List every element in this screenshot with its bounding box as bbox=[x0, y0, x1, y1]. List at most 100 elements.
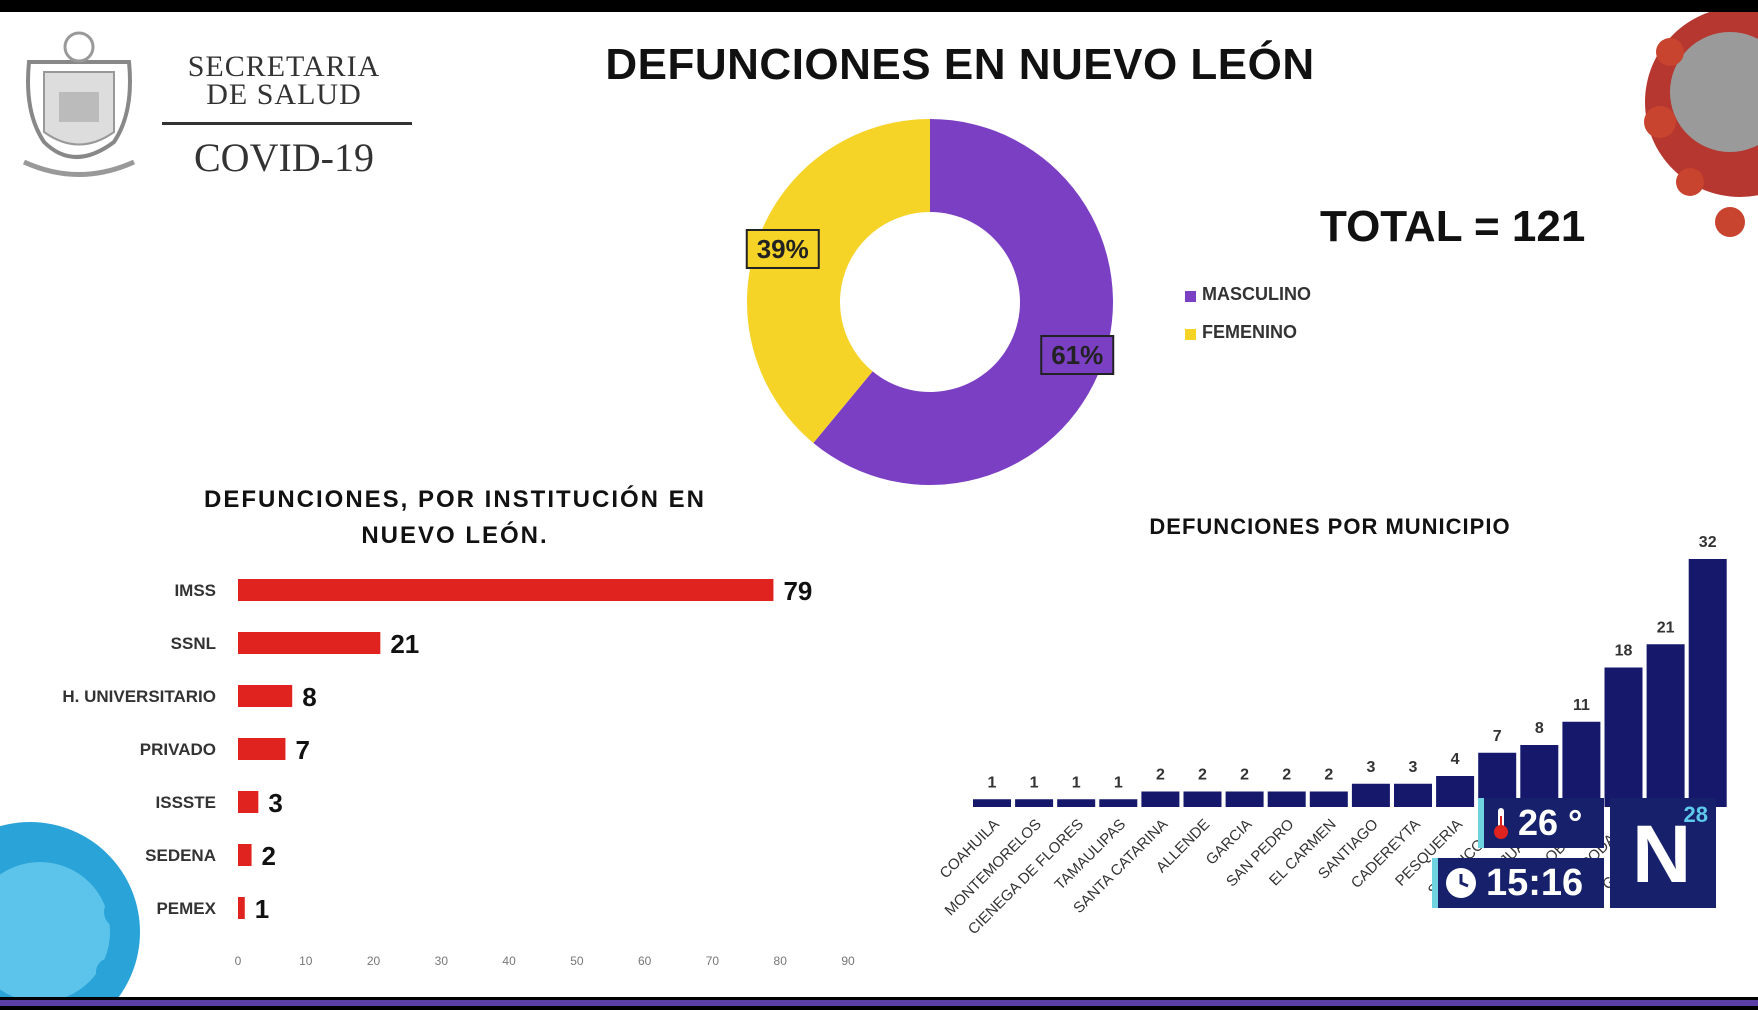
municipio-bar bbox=[973, 799, 1011, 807]
institution-bar bbox=[238, 844, 252, 866]
institution-label: SEDENA bbox=[145, 846, 216, 865]
donut-label-masculino: 61% bbox=[1051, 340, 1103, 370]
slide: SECRETARIA DE SALUD COVID-19 DEFUNCIONES… bbox=[0, 12, 1758, 997]
municipio-value-label: 11 bbox=[1573, 697, 1590, 714]
logo-divider bbox=[162, 122, 412, 125]
org-name-line3: COVID-19 bbox=[194, 135, 374, 180]
channel-logo: 28 N bbox=[1610, 798, 1716, 908]
donut-label-box-masculino bbox=[1040, 335, 1115, 376]
municipio-category-label: SANTA CATARINA bbox=[1070, 816, 1171, 917]
x-tick-label: 50 bbox=[570, 954, 584, 968]
temperature-readout: 26 ° bbox=[1518, 802, 1583, 843]
institution-bar bbox=[238, 579, 774, 601]
legend-label-masculino: MASCULINO bbox=[1202, 284, 1311, 304]
municipio-value-label: 1 bbox=[1072, 774, 1081, 791]
donut-slice-femenino bbox=[746, 119, 930, 444]
institution-bar bbox=[238, 738, 286, 760]
municipio-value-label: 2 bbox=[1240, 767, 1249, 784]
municipio-bar bbox=[1646, 644, 1685, 807]
org-name-line1: SECRETARIA bbox=[187, 50, 381, 83]
x-tick-label: 70 bbox=[706, 954, 720, 968]
donut-legend: MASCULINO FEMENINO bbox=[1185, 284, 1385, 354]
institution-value-label: 1 bbox=[255, 894, 269, 924]
legend-label-femenino: FEMENINO bbox=[1202, 322, 1298, 342]
institution-label: H. UNIVERSITARIO bbox=[62, 687, 216, 706]
municipio-value-label: 1 bbox=[988, 774, 997, 791]
institution-bar bbox=[238, 685, 293, 707]
total-label: TOTAL = 121 bbox=[1320, 202, 1586, 251]
clock-widget: 15:16 bbox=[1432, 858, 1604, 908]
x-tick-label: 0 bbox=[235, 954, 242, 968]
donut-label-femenino: 39% bbox=[757, 234, 809, 264]
municipio-bar bbox=[1141, 791, 1180, 807]
municipio-category-label: MONTEMORELOS bbox=[942, 816, 1045, 919]
institution-bar bbox=[238, 632, 381, 654]
logo: SECRETARIA DE SALUD COVID-19 bbox=[14, 22, 414, 192]
state-seal-icon bbox=[22, 31, 136, 177]
municipio-category-label: SAN PEDRO bbox=[1223, 816, 1298, 891]
municipio-category-label: CIENEGA DE FLORES bbox=[965, 816, 1087, 938]
municipio-bar bbox=[1267, 791, 1306, 807]
municipio-value-label: 2 bbox=[1282, 767, 1291, 784]
municipio-value-label: 2 bbox=[1198, 767, 1207, 784]
municipio-bar bbox=[1015, 799, 1054, 807]
municipio-category-label: COAHUILA bbox=[937, 816, 1003, 882]
main-title: DEFUNCIONES EN NUEVO LEÓN bbox=[605, 40, 1315, 89]
legend-swatch-femenino bbox=[1185, 329, 1196, 340]
virus-decoration-top-right bbox=[1644, 12, 1758, 237]
municipio-category-label: EL CARMEN bbox=[1266, 816, 1340, 890]
x-tick-label: 10 bbox=[299, 954, 313, 968]
municipio-bar bbox=[1099, 799, 1138, 807]
donut-label-box-femenino bbox=[745, 228, 820, 269]
municipio-chart-title: DEFUNCIONES POR MUNICIPIO bbox=[1149, 514, 1511, 539]
municipio-value-label: 2 bbox=[1324, 767, 1333, 784]
virus-decoration-bottom-left bbox=[0, 822, 140, 997]
municipio-bar bbox=[1604, 667, 1643, 807]
municipio-bar bbox=[1183, 791, 1222, 807]
municipio-category-label: ALLENDE bbox=[1153, 816, 1213, 876]
x-tick-label: 90 bbox=[841, 954, 855, 968]
x-tick-label: 40 bbox=[502, 954, 516, 968]
institution-value-label: 21 bbox=[390, 629, 419, 659]
thermometer-icon bbox=[1490, 806, 1512, 840]
municipio-category-label: TAMAULIPAS bbox=[1051, 816, 1129, 894]
institution-label: SSNL bbox=[171, 634, 216, 653]
institution-label: ISSSTE bbox=[156, 793, 216, 812]
municipio-value-label: 1 bbox=[1030, 774, 1039, 791]
institution-chart-title: DEFUNCIONES, POR INSTITUCIÓN EN NUEVO LE… bbox=[203, 486, 707, 549]
municipio-value-label: 3 bbox=[1366, 759, 1375, 776]
municipio-bar bbox=[1351, 783, 1390, 807]
institution-label: PRIVADO bbox=[140, 740, 216, 759]
municipio-value-label: 7 bbox=[1493, 728, 1502, 745]
municipio-value-label: 18 bbox=[1615, 643, 1633, 660]
x-tick-label: 20 bbox=[367, 954, 381, 968]
municipio-bar bbox=[1309, 791, 1348, 807]
time-readout: 15:16 bbox=[1486, 862, 1584, 904]
municipio-bar bbox=[1562, 721, 1601, 807]
institution-value-label: 2 bbox=[262, 841, 276, 871]
institution-bar bbox=[238, 791, 259, 813]
legend-swatch-masculino bbox=[1185, 291, 1196, 302]
clock-icon bbox=[1444, 866, 1478, 900]
municipio-bar bbox=[1057, 799, 1096, 807]
municipio-value-label: 32 bbox=[1699, 534, 1717, 551]
x-tick-label: 80 bbox=[774, 954, 788, 968]
x-tick-label: 60 bbox=[638, 954, 652, 968]
institution-value-label: 3 bbox=[268, 788, 282, 818]
channel-letter: N bbox=[1632, 809, 1692, 900]
institution-bar bbox=[238, 897, 245, 919]
institution-label: IMSS bbox=[174, 581, 216, 600]
municipio-value-label: 3 bbox=[1409, 759, 1418, 776]
municipio-bar bbox=[1688, 559, 1727, 807]
institution-value-label: 8 bbox=[302, 682, 316, 712]
channel-number: 28 bbox=[1683, 802, 1708, 827]
municipio-category-label: SANTIAGO bbox=[1315, 816, 1382, 883]
municipio-value-label: 8 bbox=[1535, 720, 1544, 737]
institution-label: PEMEX bbox=[156, 899, 216, 918]
municipio-value-label: 21 bbox=[1657, 619, 1675, 636]
weather-widget: 26 ° bbox=[1478, 798, 1604, 848]
donut-slice-masculino bbox=[813, 119, 1113, 485]
municipio-category-label: CADEREYTA bbox=[1348, 816, 1424, 892]
bottom-stripe bbox=[0, 1000, 1758, 1006]
municipio-value-label: 2 bbox=[1156, 767, 1165, 784]
